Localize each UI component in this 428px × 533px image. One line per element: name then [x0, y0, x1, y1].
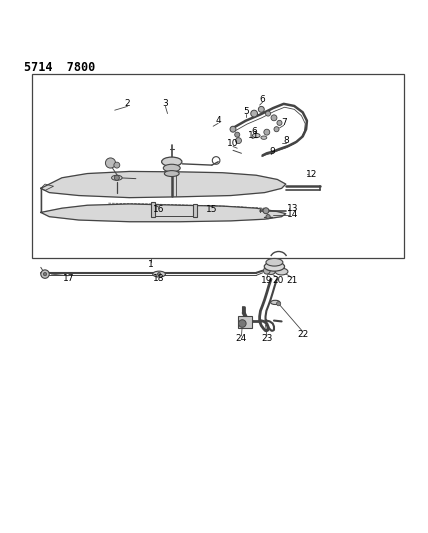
Ellipse shape	[264, 262, 285, 271]
Text: 8: 8	[283, 136, 289, 145]
Circle shape	[114, 175, 119, 180]
Circle shape	[263, 268, 270, 274]
Text: 7: 7	[281, 118, 287, 127]
Bar	[151, 202, 155, 216]
Text: 22: 22	[297, 329, 308, 338]
Circle shape	[265, 111, 270, 116]
Text: 17: 17	[62, 274, 74, 283]
Circle shape	[235, 138, 241, 143]
Circle shape	[277, 120, 282, 125]
Circle shape	[274, 127, 279, 132]
Text: 3: 3	[163, 99, 168, 108]
Circle shape	[114, 162, 120, 168]
Text: 11: 11	[248, 131, 260, 140]
Circle shape	[271, 115, 277, 121]
Text: 1: 1	[148, 260, 154, 269]
Text: 16: 16	[152, 205, 164, 214]
Ellipse shape	[267, 269, 275, 274]
Text: 20: 20	[273, 276, 284, 285]
Circle shape	[266, 215, 270, 219]
Text: 23: 23	[261, 334, 273, 343]
Text: 9: 9	[269, 147, 275, 156]
Circle shape	[264, 129, 270, 135]
Bar	[238, 316, 253, 328]
Ellipse shape	[153, 271, 165, 277]
Circle shape	[230, 126, 236, 132]
Circle shape	[263, 208, 269, 214]
Circle shape	[41, 270, 49, 278]
Circle shape	[235, 132, 240, 137]
Text: 6: 6	[251, 127, 257, 136]
Text: 6: 6	[260, 95, 265, 104]
Ellipse shape	[162, 157, 182, 166]
Text: 13: 13	[287, 204, 298, 213]
Circle shape	[43, 272, 47, 276]
Ellipse shape	[163, 164, 180, 172]
Text: 10: 10	[227, 140, 239, 149]
Text: 24: 24	[236, 334, 247, 343]
Circle shape	[276, 302, 281, 306]
Text: 18: 18	[153, 274, 165, 283]
Text: 5: 5	[243, 107, 249, 116]
Ellipse shape	[112, 175, 122, 180]
Circle shape	[105, 158, 116, 168]
Ellipse shape	[275, 268, 288, 275]
Bar	[193, 204, 197, 216]
Text: 15: 15	[206, 205, 217, 214]
Text: 2: 2	[125, 99, 130, 108]
Text: 19: 19	[261, 276, 273, 285]
Text: 4: 4	[215, 116, 221, 125]
Bar	[33, 74, 404, 258]
Ellipse shape	[266, 259, 283, 266]
Circle shape	[259, 107, 264, 112]
Text: 14: 14	[287, 211, 298, 220]
Circle shape	[238, 320, 246, 327]
Ellipse shape	[253, 133, 260, 138]
Text: 21: 21	[286, 276, 298, 285]
Text: 12: 12	[306, 170, 317, 179]
Text: 5714  7800: 5714 7800	[24, 61, 95, 75]
Ellipse shape	[164, 171, 179, 176]
Polygon shape	[41, 172, 286, 222]
Ellipse shape	[270, 300, 280, 304]
Circle shape	[158, 272, 161, 276]
Circle shape	[251, 110, 258, 117]
Ellipse shape	[261, 136, 267, 139]
